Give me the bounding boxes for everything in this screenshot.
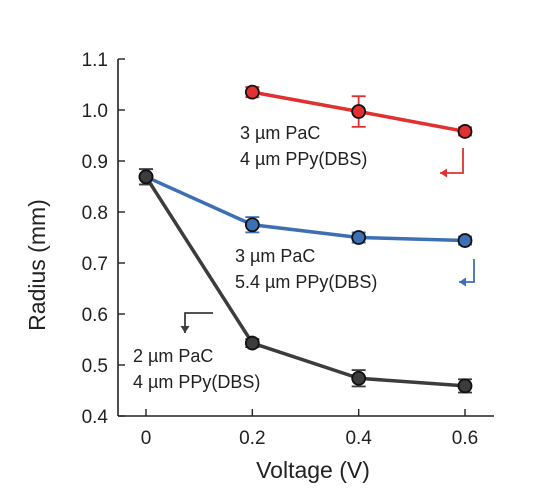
series-annotation-line: 2 µm PaC: [133, 346, 213, 366]
series-annotation-line: 3 µm PaC: [240, 123, 320, 143]
data-point: [457, 233, 473, 248]
series-line: [145, 175, 466, 243]
series-annotation-line: 5.4 µm PPy(DBS): [235, 272, 377, 292]
data-point: [244, 217, 260, 233]
axes: 0.4 0.5 0.6 0.7 0.8 0.9 1.0 1.1 0 0.2 0.4 0.6: [82, 50, 494, 449]
series-annotation-line: 4 µm PPy(DBS): [240, 149, 367, 169]
y-axis-title: Radius (mm): [24, 199, 50, 331]
series-line: [144, 175, 466, 388]
y-tick-label: 0.7: [82, 254, 108, 275]
annotation-arrow: [440, 148, 464, 174]
y-tick-label: 0.9: [82, 152, 108, 173]
annotation-arrowhead: [180, 326, 190, 333]
series-1: [138, 168, 473, 248]
series-0: [244, 84, 473, 139]
data-point: [351, 104, 367, 119]
series-2: [138, 168, 473, 394]
annotation-arrow: [184, 312, 213, 333]
data-point: [351, 230, 367, 245]
x-tick-label: 0.6: [452, 428, 478, 449]
x-tick-label: 0.2: [239, 428, 265, 449]
x-tick-label: 0: [141, 428, 152, 449]
data-point: [244, 335, 260, 351]
x-tick-label: 0.4: [345, 428, 372, 449]
y-tick-label: 0.5: [82, 356, 108, 377]
y-tick-label: 1.0: [82, 101, 108, 122]
data-point: [138, 169, 154, 185]
x-axis-title: Voltage (V): [256, 457, 370, 483]
series-layer: [138, 84, 473, 394]
data-point: [457, 378, 473, 394]
data-point: [244, 84, 260, 100]
annotation-arrow: [459, 259, 475, 283]
data-point: [351, 370, 367, 386]
annotation-arrowhead: [459, 277, 466, 287]
series-annotation-line: 4 µm PPy(DBS): [133, 372, 260, 392]
annotations: 3 µm PaC 4 µm PPy(DBS) 3 µm PaC 5.4 µm PPy(…: [133, 123, 475, 392]
series-annotation-line: 3 µm PaC: [235, 246, 315, 266]
y-tick-label: 0.6: [82, 305, 108, 326]
y-tick-label: 1.1: [82, 50, 108, 71]
y-tick-label: 0.8: [82, 203, 108, 224]
annotation-arrowhead: [440, 168, 447, 178]
data-point: [457, 124, 473, 139]
y-tick-label: 0.4: [82, 407, 109, 428]
